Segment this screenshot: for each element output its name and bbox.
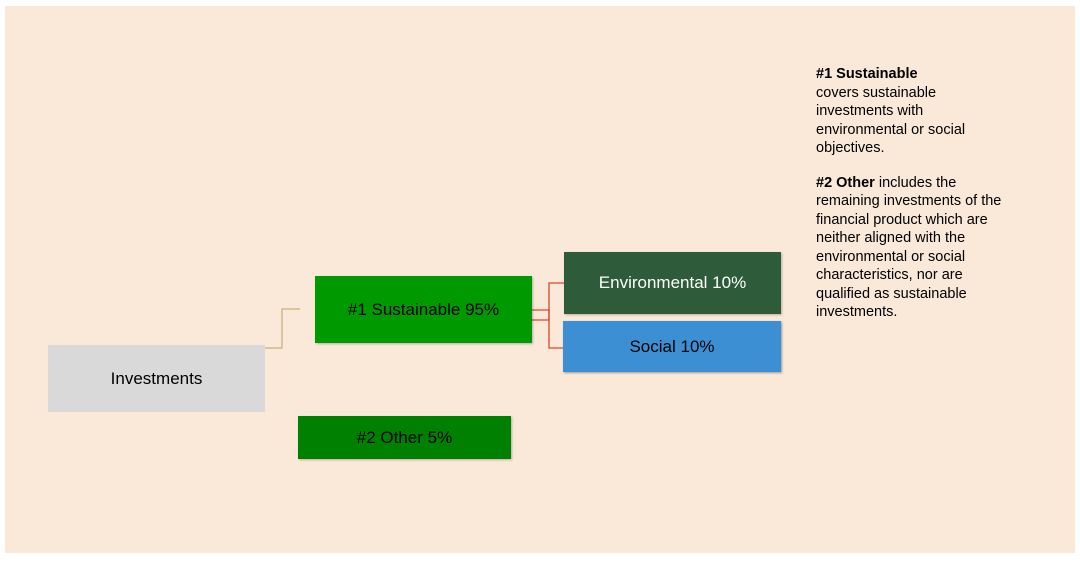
social-label: Social 10% <box>629 336 715 356</box>
connector-sustainable-environmental <box>532 282 564 321</box>
other-label: #2 Other 5% <box>356 427 453 447</box>
note-sustainable-body: covers sustainable investments with envi… <box>816 84 966 157</box>
note-other-title: #2 Other <box>816 174 875 191</box>
diagram-canvas: Investments #1 Sustainable 95% #2 Other … <box>5 6 1075 553</box>
social-node: Social 10% <box>563 321 781 372</box>
sustainable-label: #1 Sustainable 95% <box>347 299 500 319</box>
note-sustainable: #1 Sustainable covers sustainable invest… <box>816 65 996 158</box>
environmental-node: Environmental 10% <box>564 252 781 314</box>
sustainable-node: #1 Sustainable 95% <box>315 276 532 343</box>
environmental-label: Environmental 10% <box>598 273 747 292</box>
note-sustainable-title: #1 Sustainable <box>816 66 918 82</box>
connector-investments-sustainable <box>265 308 300 349</box>
note-other: #2 Other includes the remaining investme… <box>816 174 1016 322</box>
legend-notes: #1 Sustainable covers sustainable invest… <box>816 65 1056 338</box>
investments-node: Investments <box>48 345 265 412</box>
note-other-body: includes the remaining investments of th… <box>816 174 1002 321</box>
connector-sustainable-social <box>532 309 563 349</box>
investments-label: Investments <box>110 368 203 388</box>
other-node: #2 Other 5% <box>298 416 511 459</box>
